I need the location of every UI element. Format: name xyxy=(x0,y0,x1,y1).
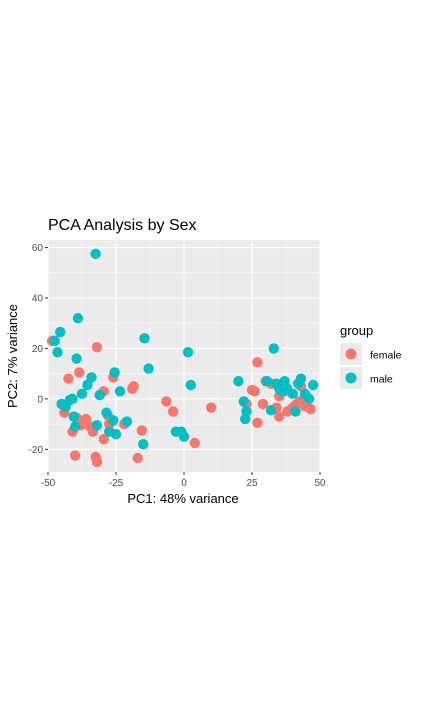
data-point-male xyxy=(178,431,190,442)
data-point-male xyxy=(308,379,319,391)
data-point-male xyxy=(55,326,66,338)
data-point-male xyxy=(114,386,126,397)
data-point-female xyxy=(98,434,109,445)
data-point-male xyxy=(71,353,82,364)
legend-marker-female xyxy=(345,348,357,360)
legend-marker-male xyxy=(345,372,357,384)
data-point-male xyxy=(261,376,273,387)
y-tick-label: 20 xyxy=(32,344,44,355)
data-point-male xyxy=(139,333,150,344)
data-point-female xyxy=(274,411,285,422)
data-point-male xyxy=(72,312,84,324)
data-point-male xyxy=(52,347,63,358)
data-point-female xyxy=(257,398,269,410)
data-points xyxy=(46,248,319,468)
x-tick-label: 0 xyxy=(181,478,187,489)
data-point-female xyxy=(91,341,103,353)
x-tick-label: 50 xyxy=(314,478,326,489)
data-point-female xyxy=(249,386,260,397)
data-point-male xyxy=(295,373,307,384)
data-point-female xyxy=(167,406,179,417)
x-tick-label: -25 xyxy=(109,478,124,489)
x-axis-ticks: -50 -25 0 25 50 xyxy=(41,472,326,489)
chart-title: PCA Analysis by Sex xyxy=(48,217,197,234)
data-point-male xyxy=(233,376,244,387)
legend-label-female: female xyxy=(370,350,402,362)
data-point-female xyxy=(91,456,103,468)
x-tick-label: 25 xyxy=(246,478,258,489)
data-point-female xyxy=(189,437,201,449)
data-point-female xyxy=(70,450,81,461)
data-point-male xyxy=(67,393,78,405)
data-point-male xyxy=(76,388,88,400)
legend: group female male xyxy=(340,323,402,389)
data-point-male xyxy=(101,407,112,418)
y-tick-label: 40 xyxy=(32,294,44,305)
data-point-female xyxy=(252,357,263,368)
data-point-male xyxy=(109,367,120,378)
legend-title: group xyxy=(340,323,373,338)
y-tick-label: 0 xyxy=(37,394,43,405)
data-point-male xyxy=(49,335,60,347)
x-axis-title: PC1: 48% variance xyxy=(127,491,238,506)
x-tick-label: -50 xyxy=(41,478,56,489)
data-point-male xyxy=(287,388,298,400)
data-point-male xyxy=(182,347,194,358)
data-point-female xyxy=(252,417,263,429)
y-tick-label: -20 xyxy=(29,445,44,456)
data-point-male xyxy=(303,393,315,405)
legend-label-male: male xyxy=(370,374,393,386)
data-point-male xyxy=(290,406,301,417)
data-point-female xyxy=(63,373,74,384)
data-point-male xyxy=(238,396,250,407)
data-point-female xyxy=(136,425,148,436)
data-point-female xyxy=(206,402,217,413)
data-point-male xyxy=(241,406,252,417)
data-point-male xyxy=(68,411,80,422)
data-point-male xyxy=(110,428,122,440)
data-point-female xyxy=(128,381,139,392)
data-point-male xyxy=(138,439,149,450)
data-point-male xyxy=(90,248,101,260)
y-axis-title: PC2: 7% variance xyxy=(5,304,20,408)
data-point-female xyxy=(305,403,316,415)
data-point-female xyxy=(132,452,143,464)
data-point-female xyxy=(161,396,172,407)
data-point-male xyxy=(265,405,277,416)
data-point-male xyxy=(86,372,97,383)
data-point-male xyxy=(94,389,105,401)
data-point-male xyxy=(70,421,81,432)
y-tick-label: 60 xyxy=(32,243,44,254)
y-axis-ticks: -20 0 20 40 60 xyxy=(29,243,48,456)
data-point-male xyxy=(108,415,119,426)
data-point-male xyxy=(121,416,133,427)
data-point-male xyxy=(91,420,103,431)
data-point-female xyxy=(74,367,85,378)
data-point-male xyxy=(185,379,196,391)
data-point-male xyxy=(268,343,279,354)
data-point-male xyxy=(143,363,154,374)
